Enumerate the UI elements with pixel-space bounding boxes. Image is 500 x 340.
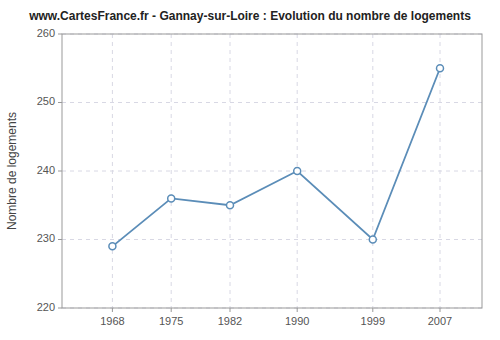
data-point [109, 243, 116, 250]
tick-y [58, 102, 62, 103]
tick-label-x: 1968 [100, 315, 124, 327]
grid [62, 34, 482, 308]
tick-x [230, 308, 231, 312]
tick-y [58, 171, 62, 172]
tick-x [112, 308, 113, 312]
tick-label-x: 1990 [285, 315, 309, 327]
tick-label-y: 230 [37, 232, 55, 244]
grid-line-y [62, 171, 482, 172]
tick-label-y: 240 [37, 164, 55, 176]
grid-line-x [372, 34, 373, 308]
axis-label-y: Nombre de logements [5, 112, 19, 230]
chart-container: 220 230 240 250 260 1968 1975 1982 1990 1999 2007 N… [0, 0, 500, 340]
plot-frame [62, 34, 482, 308]
tick-label-x: 1999 [361, 315, 385, 327]
axes: 220 230 240 250 260 1968 1975 1982 1990 1999 2007 [37, 27, 453, 327]
tick-label-y: 250 [37, 95, 55, 107]
data-point [437, 65, 444, 72]
tick-y [58, 34, 62, 35]
tick-y [58, 239, 62, 240]
data-point [227, 202, 234, 209]
data-point [369, 236, 376, 243]
grid-line-x [112, 34, 113, 308]
chart-title: www.CartesFrance.fr - Gannay-sur-Loire :… [28, 9, 471, 23]
tick-label-y: 260 [37, 27, 55, 39]
tick-label-x: 1982 [218, 315, 242, 327]
tick-label-x: 2007 [428, 315, 452, 327]
tick-label-y: 220 [37, 301, 55, 313]
data-point [294, 168, 301, 175]
plot-area [109, 65, 444, 250]
tick-x [372, 308, 373, 312]
tick-x [440, 308, 441, 312]
tick-x [297, 308, 298, 312]
grid-line-x [440, 34, 441, 308]
tick-x [171, 308, 172, 312]
data-line [112, 68, 440, 246]
data-point [168, 195, 175, 202]
grid-line-x [230, 34, 231, 308]
grid-line-x [171, 34, 172, 308]
tick-label-x: 1975 [159, 315, 183, 327]
chart-svg: 220 230 240 250 260 1968 1975 1982 1990 1999 2007 N… [0, 0, 500, 340]
grid-line-y [62, 239, 482, 240]
tick-y [58, 308, 62, 309]
grid-line-y [62, 102, 482, 103]
